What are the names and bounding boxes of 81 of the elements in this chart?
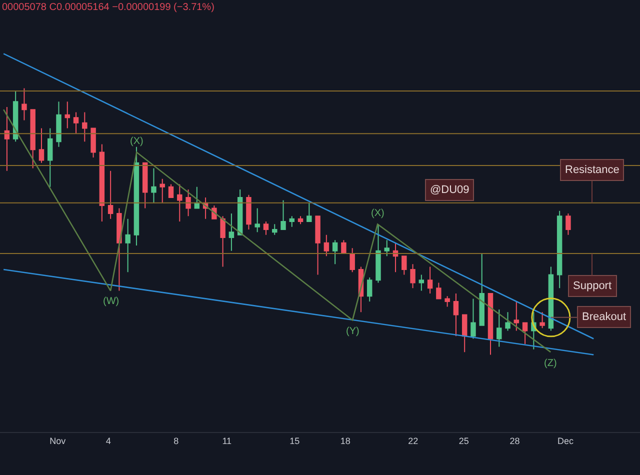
candlestick — [418, 274, 424, 292]
candlestick — [410, 264, 416, 289]
candlestick — [470, 298, 476, 340]
candlestick — [436, 282, 442, 300]
candlestick — [194, 186, 200, 209]
candlestick — [298, 216, 304, 225]
candlestick — [82, 112, 88, 142]
candlestick — [237, 189, 243, 236]
annotation: (Z) — [544, 358, 557, 369]
candlestick — [366, 276, 372, 302]
candlestick — [384, 240, 390, 257]
x-tick-label: 11 — [222, 436, 232, 446]
candlestick — [556, 210, 562, 289]
candlestick — [315, 216, 320, 276]
candlestick — [160, 178, 165, 204]
candlestick — [177, 184, 182, 222]
candlestick — [479, 252, 484, 326]
x-tick-label: Nov — [50, 436, 66, 446]
candlestick — [505, 312, 510, 332]
annotation: (X) — [371, 208, 384, 219]
candlestick — [125, 218, 130, 273]
candlestick — [496, 308, 502, 348]
x-tick-label: 8 — [174, 436, 179, 446]
candlestick — [4, 106, 10, 172]
candlestick — [48, 128, 53, 188]
candlestick — [99, 144, 105, 222]
x-tick-label: 4 — [106, 436, 111, 446]
candlestick — [462, 314, 468, 353]
candlestick — [324, 234, 330, 257]
candlestick — [272, 224, 278, 236]
candlestick — [142, 162, 148, 209]
candlestick — [376, 224, 381, 284]
candlestick — [402, 256, 407, 276]
candlestick — [73, 112, 79, 134]
candlestick — [444, 296, 450, 308]
candlestick — [22, 88, 27, 121]
candlestick — [134, 146, 140, 246]
x-tick-label: 18 — [340, 436, 350, 446]
ref-line-label: Support — [573, 280, 612, 292]
candlestick — [350, 248, 355, 273]
candlestick — [332, 240, 338, 265]
candlestick — [514, 300, 520, 332]
candlestick — [540, 312, 545, 329]
candlestick — [151, 168, 156, 204]
x-tick-label: 25 — [458, 436, 469, 446]
candlestick — [280, 200, 286, 230]
candlestick — [427, 266, 433, 294]
candlestick — [116, 208, 122, 292]
candlestick — [12, 90, 18, 142]
candlestick — [306, 202, 312, 222]
candlestick — [56, 101, 62, 148]
annotation: (W) — [103, 296, 120, 307]
candlestick — [548, 266, 554, 332]
candlestick — [186, 189, 191, 217]
candlestick — [341, 240, 346, 254]
annotation: @DU09 — [430, 184, 470, 196]
candlestick — [263, 221, 269, 236]
candlestick — [453, 292, 459, 337]
candlestick — [64, 101, 70, 129]
candlestick — [289, 216, 295, 228]
candlestick — [168, 184, 174, 198]
candlestick — [566, 213, 571, 236]
candlestick — [220, 216, 226, 268]
candlestick — [108, 170, 114, 220]
candlestick — [246, 194, 252, 230]
candlestick — [90, 128, 96, 158]
candlestick — [522, 322, 528, 345]
annotation: (X) — [130, 136, 144, 147]
x-tick-label: 22 — [408, 436, 418, 446]
candlestick — [38, 128, 44, 164]
x-tick-label: Dec — [557, 436, 574, 446]
annotation: (Y) — [346, 326, 360, 337]
candlestick — [30, 109, 36, 169]
candlestick — [254, 208, 260, 233]
candlestick — [488, 292, 494, 356]
x-tick-label: 28 — [510, 436, 520, 446]
annotation: Breakout — [582, 311, 626, 323]
text: 00005078 C0.00005164 −0.00000199 (−3.71%) — [2, 2, 214, 13]
ref-line-label: Resistance — [565, 164, 620, 176]
candlestick — [228, 213, 234, 252]
x-tick-label: 15 — [290, 436, 300, 446]
